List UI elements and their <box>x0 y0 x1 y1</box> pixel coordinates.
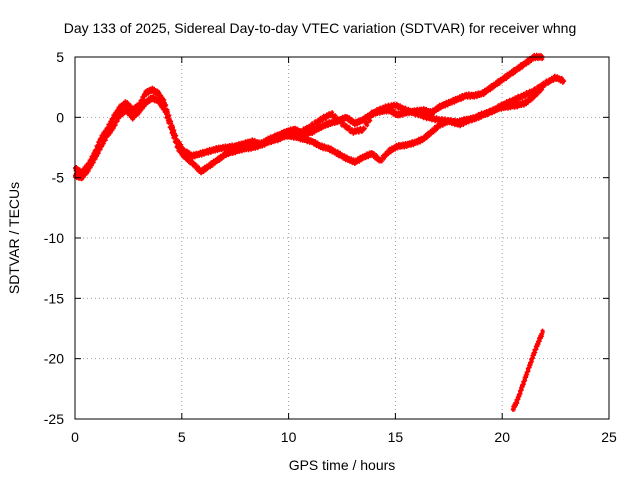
series-3 <box>510 328 545 412</box>
y-tick-label: 0 <box>56 109 64 125</box>
x-tick-label: 10 <box>281 429 297 445</box>
series-0 <box>73 52 545 177</box>
y-tick-label: 5 <box>56 49 64 65</box>
x-tick-label: 20 <box>494 429 510 445</box>
chart-title: Day 133 of 2025, Sidereal Day-to-day VTE… <box>63 20 577 36</box>
grid <box>75 57 609 419</box>
series-1 <box>73 85 545 182</box>
y-tick-label: -10 <box>44 230 64 246</box>
y-tick-label: -25 <box>44 411 64 427</box>
y-tick-label: -5 <box>52 170 65 186</box>
x-axis-label: GPS time / hours <box>288 457 396 473</box>
ticks: 0 5 10 15 20 25 5 0 -5 -10 -15 -20 -25 <box>44 49 617 445</box>
x-tick-label: 15 <box>388 429 404 445</box>
series-2 <box>286 73 567 140</box>
series-point-band <box>510 328 545 412</box>
x-tick-label: 25 <box>601 429 617 445</box>
y-tick-label: -20 <box>44 351 64 367</box>
series-point-band <box>286 73 566 140</box>
y-tick-label: -15 <box>44 290 64 306</box>
data-points <box>73 52 567 412</box>
x-tick-label: 0 <box>71 429 79 445</box>
x-tick-label: 5 <box>178 429 186 445</box>
